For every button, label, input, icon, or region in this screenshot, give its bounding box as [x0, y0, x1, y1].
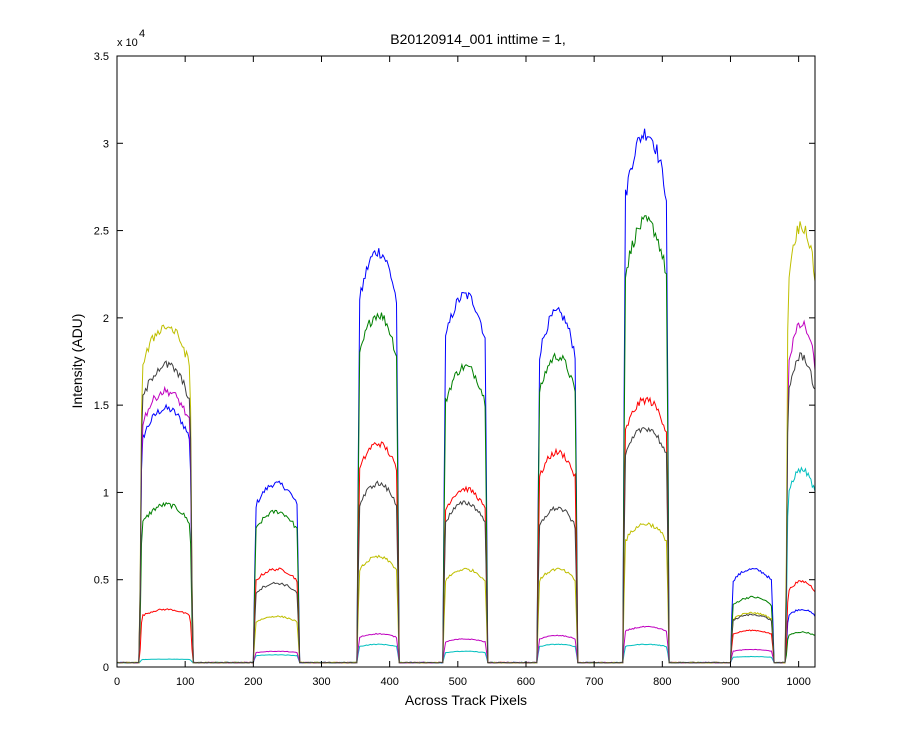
- series-line-2: [116, 215, 816, 664]
- series-group: [116, 128, 816, 664]
- x-axis-ticks: 0 100 200 300 400 500 600 700 800 900 1000: [114, 56, 811, 688]
- x-axis-title: Across Track Pixels: [405, 692, 527, 708]
- series-line-6: [117, 221, 816, 664]
- y-tick-label: 3.5: [94, 51, 109, 63]
- x-tick-label: 1000: [786, 676, 810, 688]
- series-line-3: [116, 396, 816, 664]
- chart-title: B20120914_001 inttime = 1,: [390, 31, 566, 47]
- series-line-7: [116, 352, 816, 664]
- y-scale-multiplier: x 10: [117, 37, 138, 49]
- plot-frame: [116, 55, 816, 668]
- series-line-4: [117, 466, 816, 664]
- series-line-5: [116, 319, 816, 664]
- y-tick-label: 3: [103, 138, 109, 150]
- y-tick-label: 1.5: [94, 400, 109, 412]
- x-tick-label: 0: [114, 676, 120, 688]
- x-tick-label: 900: [721, 676, 739, 688]
- y-tick-label: 0: [103, 662, 109, 674]
- y-axis-ticks: 0 0.5 1 1.5 2 2.5 3 3.5: [94, 51, 815, 674]
- y-tick-label: 2.5: [94, 226, 109, 238]
- x-tick-label: 400: [380, 676, 398, 688]
- y-tick-label: 2: [103, 313, 109, 325]
- x-tick-label: 100: [176, 676, 194, 688]
- y-axis-title: Intensity (ADU): [69, 314, 85, 409]
- y-tick-label: 1: [103, 487, 109, 499]
- x-tick-label: 200: [244, 676, 262, 688]
- y-scale-exponent: 4: [139, 28, 145, 40]
- x-tick-label: 600: [517, 676, 535, 688]
- x-tick-label: 700: [585, 676, 603, 688]
- x-tick-label: 500: [449, 676, 467, 688]
- y-tick-label: 0.5: [94, 575, 109, 587]
- x-tick-label: 300: [312, 676, 330, 688]
- x-tick-label: 800: [653, 676, 671, 688]
- series-line-1: [116, 128, 816, 664]
